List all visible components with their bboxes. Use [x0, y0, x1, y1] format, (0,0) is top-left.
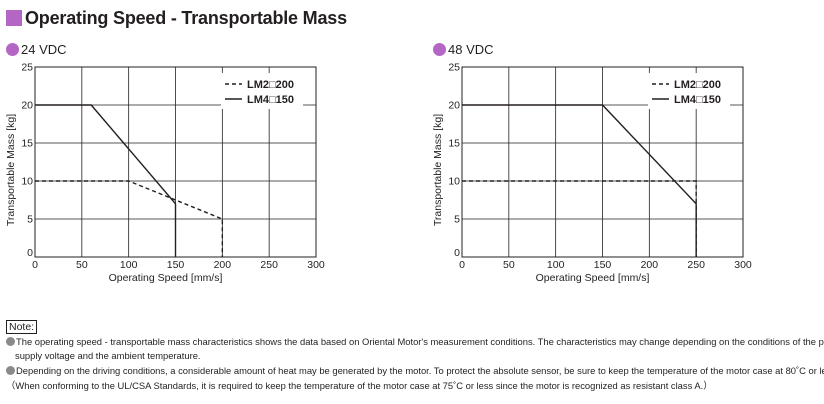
chart-2-title: 48 VDC: [448, 42, 494, 57]
plot-frame: [461, 66, 744, 258]
note-label: Note:: [6, 320, 38, 334]
legend-box: [221, 73, 303, 109]
x-tick-label: 150: [167, 259, 185, 271]
note-item-1-cont: supply voltage and the ambient temperatu…: [15, 350, 201, 362]
note-text-3: Depending on the driving conditions, a c…: [16, 365, 824, 376]
legend-box: [648, 73, 730, 109]
y-tick-label: 5: [27, 214, 33, 226]
page-title-text: Operating Speed - Transportable Mass: [25, 7, 347, 28]
chart-1-title: 24 VDC: [21, 42, 67, 57]
y-tick-label: 10: [21, 176, 33, 188]
x-tick-label: 200: [641, 259, 659, 271]
chart-1: 0 50 100 150 200 250 300 0 5 10 15 20 25 Operating Sp…: [5, 62, 325, 285]
title-square-icon: [6, 10, 22, 26]
x-tick-label: 300: [734, 259, 752, 271]
legend-label: LM2□200: [247, 79, 294, 91]
x-tick-label: 250: [260, 259, 278, 271]
y-tick-label: 20: [21, 100, 33, 112]
y-axis-label: Transportable Mass [kg]: [5, 114, 17, 226]
x-tick-label: 50: [76, 259, 88, 271]
y-axis-label: Transportable Mass [kg]: [432, 114, 444, 226]
note-text-1: The operating speed - transportable mass…: [16, 336, 824, 347]
series-line-1: [462, 180, 697, 257]
y-tick-label: 0: [27, 247, 33, 259]
x-tick-label: 200: [214, 259, 232, 271]
y-tick-label: 15: [21, 138, 33, 150]
x-tick-label: 0: [32, 259, 38, 271]
y-tick-label: 15: [448, 138, 460, 150]
circle-bullet-icon: [6, 43, 19, 56]
legend-label: LM2□200: [674, 79, 721, 91]
y-tick-label: 5: [454, 214, 460, 226]
series-line-2: [462, 104, 697, 257]
y-tick-label: 25: [21, 62, 33, 74]
legend-label: LM4□150: [247, 94, 294, 106]
x-tick-label: 100: [120, 259, 138, 271]
gray-bullet-icon: [6, 337, 15, 346]
page-title: Operating Speed - Transportable Mass: [6, 7, 347, 29]
series-line-1: [35, 180, 224, 257]
y-tick-label: 20: [448, 100, 460, 112]
legend-label: LM4□150: [674, 94, 721, 106]
x-tick-label: 250: [687, 259, 705, 271]
note-text-4: （When conforming to the UL/CSA Standards…: [6, 380, 713, 391]
y-tick-label: 0: [454, 247, 460, 259]
chart-2: 0 50 100 150 200 250 300 0 5 10 15 20 25 Operating Sp…: [432, 62, 752, 285]
x-tick-label: 50: [503, 259, 515, 271]
x-axis-label: Operating Speed [mm/s]: [109, 272, 223, 284]
circle-bullet-icon: [433, 43, 446, 56]
x-axis-label: Operating Speed [mm/s]: [536, 272, 650, 284]
y-tick-label: 10: [448, 176, 460, 188]
x-tick-label: 0: [459, 259, 465, 271]
x-tick-label: 150: [594, 259, 612, 271]
gray-bullet-icon: [6, 366, 15, 375]
y-tick-label: 25: [448, 62, 460, 74]
note-item-2-cont: （When conforming to the UL/CSA Standards…: [6, 380, 713, 392]
series-line-2: [35, 104, 177, 257]
note-item-2: Depending on the driving conditions, a c…: [6, 365, 824, 377]
chart-1-heading: 24 VDC: [6, 42, 67, 57]
x-tick-label: 100: [547, 259, 565, 271]
x-tick-label: 300: [307, 259, 325, 271]
note-text-2: supply voltage and the ambient temperatu…: [15, 350, 201, 361]
chart-2-heading: 48 VDC: [433, 42, 494, 57]
note-item-1: The operating speed - transportable mass…: [6, 336, 824, 348]
